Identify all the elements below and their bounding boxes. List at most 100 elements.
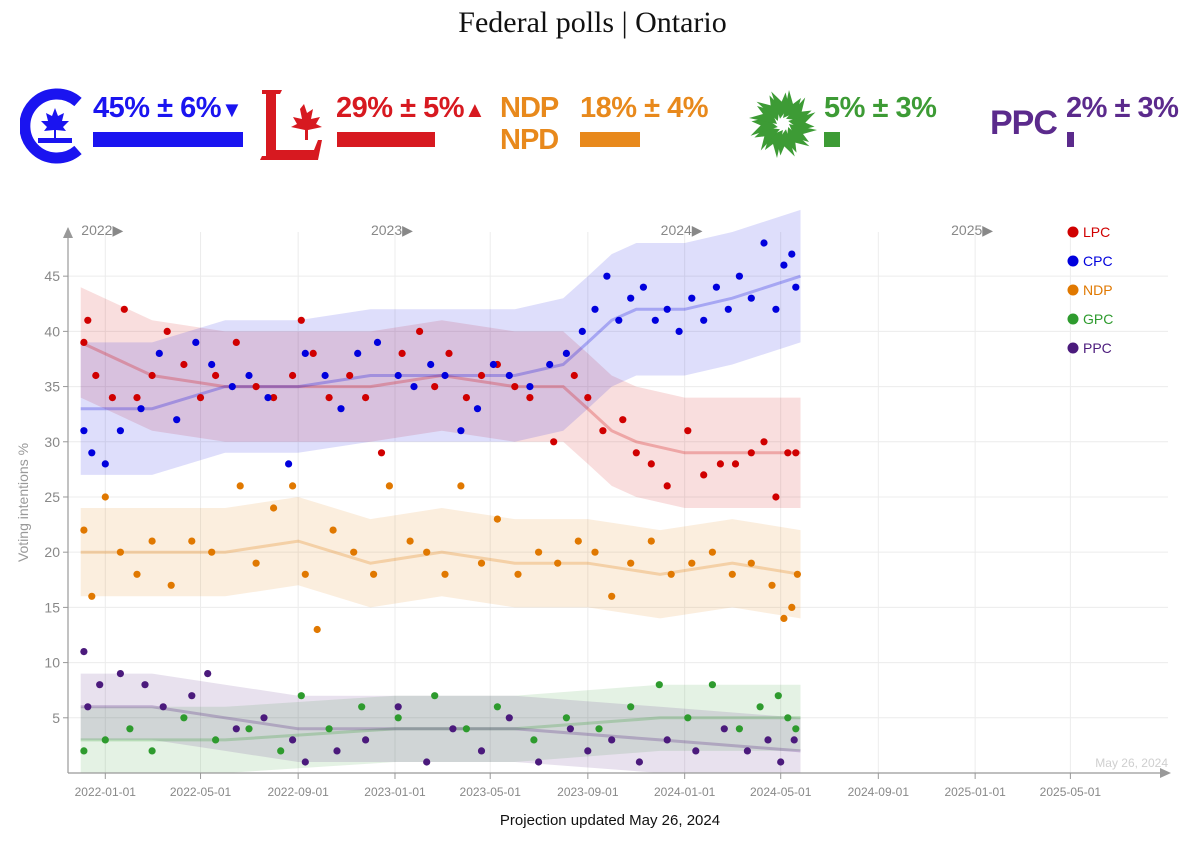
gpc-legend-label: GPC (1083, 311, 1113, 327)
cpc-uncertainty-band (80, 209, 801, 475)
lpc-poll-point (362, 394, 370, 402)
chart-legend: LPC CPC NDP GPC PPC (1067, 224, 1113, 356)
cpc-poll-point (457, 427, 465, 435)
lpc-trend-line (80, 341, 801, 455)
ndp-poll-point (270, 504, 278, 512)
ndp-poll-point (116, 548, 124, 556)
ndp-legend-marker (1067, 284, 1079, 296)
ndp-poll-point (406, 537, 414, 545)
ppc-poll-point (720, 725, 728, 733)
cpc-trend-line (80, 274, 801, 411)
cpc-poll-point (228, 383, 236, 391)
gpc-poll-point (277, 747, 285, 755)
cpc-poll-point (473, 405, 482, 413)
y-axis-arrow-icon (63, 227, 73, 238)
y-tick-label: 5 (52, 710, 60, 726)
party-ppc: PPC 2% ± 3% (990, 88, 1180, 168)
lpc-poll-point (663, 482, 671, 490)
x-axis-arrow-icon (1160, 768, 1171, 778)
x-tick-label: 2024-09-01 (848, 785, 910, 799)
cpc-poll-point (578, 327, 586, 335)
ndp-poll-point (252, 559, 260, 567)
chart-title: Federal polls | Ontario (458, 6, 727, 39)
cpc-poll-point (772, 305, 780, 313)
y-tick-label: 35 (44, 379, 60, 395)
y-tick-label: 45 (44, 268, 60, 284)
lpc-poll-point (212, 371, 220, 380)
lpc-legend-label: LPC (1083, 224, 1110, 240)
ndp-poll-point (793, 570, 802, 578)
lpc-poll-point (760, 438, 768, 446)
party-ndp: NDP NPD 18% ± 4% (500, 88, 720, 168)
lpc-poll-point (289, 371, 297, 380)
cpc-poll-point (780, 261, 788, 269)
ndp-poll-point (457, 482, 465, 490)
lpc-poll-point (398, 349, 406, 357)
cpc-poll-point (394, 371, 402, 380)
gpc-poll-point (627, 703, 635, 711)
ndp-poll-point (591, 548, 599, 556)
cpc-poll-point (688, 294, 696, 302)
ppc-poll-point (84, 703, 92, 711)
ppc-poll-point (477, 747, 486, 755)
lpc-poll-point (84, 316, 92, 324)
ppc-legend-marker (1067, 342, 1079, 354)
ppc-poll-point (743, 747, 752, 755)
ndp-poll-point (627, 559, 635, 567)
gpc-poll-point (792, 725, 800, 733)
cpc-poll-point (173, 416, 181, 424)
lpc-poll-point (784, 449, 792, 457)
lpc-poll-point (716, 460, 725, 468)
cpc-poll-point (735, 272, 744, 280)
lpc-share-label: 29% ± 5%▲ (336, 92, 486, 125)
gpc-share-label: 5% ± 3% (824, 92, 937, 125)
lpc-poll-point (148, 371, 156, 380)
ppc-poll-point (80, 648, 88, 656)
ndp-poll-point (780, 614, 788, 623)
uncertainty-bands (80, 209, 801, 773)
ppc-poll-point (260, 714, 268, 722)
cpc-poll-point (663, 305, 671, 313)
gpc-poll-point (297, 692, 305, 700)
cpc-poll-point (546, 360, 554, 369)
y-tick-label: 20 (44, 544, 60, 560)
cpc-poll-point (712, 283, 721, 291)
ppc-poll-point (663, 736, 671, 744)
ppc-legend-label: PPC (1083, 340, 1112, 356)
lpc-poll-point (196, 394, 205, 402)
ndp-poll-point (133, 570, 141, 578)
party-gpc: 5% ± 3% (745, 86, 945, 168)
cpc-poll-point (627, 294, 635, 302)
gpc-poll-point (756, 703, 764, 711)
ppc-poll-point (362, 736, 370, 744)
lpc-logo-icon (260, 90, 322, 160)
cpc-poll-point (792, 283, 800, 291)
lpc-poll-point (346, 371, 354, 380)
lpc-poll-point (462, 394, 470, 402)
cpc-share-text: 45% ± 6% (93, 92, 222, 124)
gpc-poll-point (562, 714, 571, 722)
ppc-poll-point (188, 692, 196, 700)
ppc-poll-point (449, 725, 457, 733)
gpc-poll-point (325, 725, 333, 733)
ndp-poll-point (289, 482, 297, 490)
ndp-poll-point (88, 592, 96, 600)
ndp-share-bar (580, 132, 640, 147)
ppc-poll-point (566, 725, 575, 733)
gpc-poll-point (394, 714, 402, 722)
gpc-poll-point (655, 681, 663, 689)
lpc-poll-point (570, 371, 578, 380)
ppc-poll-point (608, 736, 616, 744)
lpc-poll-point (647, 460, 655, 468)
cpc-poll-point (591, 305, 599, 313)
party-lpc: 29% ± 5%▲ (258, 88, 498, 168)
ndp-uncertainty-band (80, 497, 801, 619)
lpc-poll-point (108, 394, 116, 402)
lpc-poll-point (309, 349, 317, 357)
gpc-poll-point (462, 725, 470, 733)
gpc-poll-point (493, 703, 501, 711)
year-label: 2022▶ (81, 222, 123, 238)
cpc-legend-marker (1067, 255, 1079, 267)
ppc-share-label: 2% ± 3% (1066, 92, 1179, 125)
lpc-poll-point (445, 349, 453, 357)
